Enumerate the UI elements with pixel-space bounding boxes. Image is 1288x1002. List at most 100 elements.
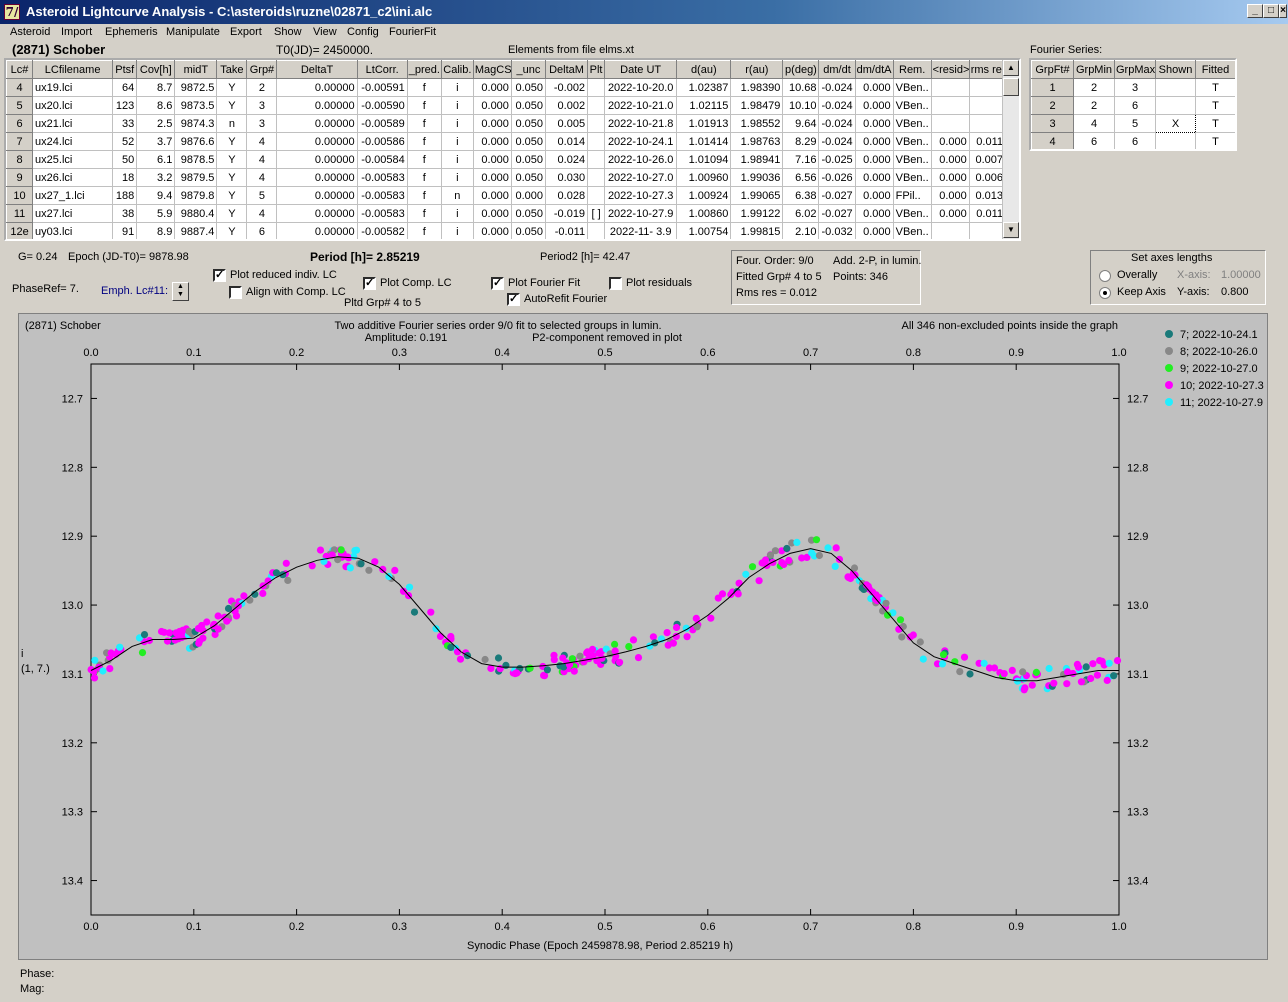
close-button[interactable]: × xyxy=(1279,4,1287,18)
table-cell[interactable]: 1.99065 xyxy=(730,186,784,205)
table-cell[interactable]: 0.006 xyxy=(969,168,1007,187)
table-cell[interactable]: VBen.. xyxy=(893,222,932,239)
table-cell[interactable]: 6.1 xyxy=(136,150,176,169)
table-cell[interactable]: 0.000 xyxy=(855,222,894,239)
table-cell[interactable]: 0.00000 xyxy=(276,78,358,97)
table-cell[interactable]: 3.7 xyxy=(136,132,176,151)
table-cell[interactable]: 33 xyxy=(112,114,138,133)
table-cell[interactable]: 10.68 xyxy=(782,78,820,97)
table-cell[interactable]: 6 xyxy=(1114,132,1156,149)
table-cell[interactable]: 2 xyxy=(246,78,278,97)
autorefit-checkbox[interactable]: ✓ xyxy=(507,293,520,306)
table-cell[interactable]: T xyxy=(1195,78,1235,97)
plot-fourier-checkbox[interactable]: ✓ xyxy=(491,277,504,290)
table-cell[interactable]: 0.000 xyxy=(855,168,894,187)
table-cell[interactable]: 1.98941 xyxy=(730,150,784,169)
column-header[interactable]: LtCorr. xyxy=(356,60,408,79)
table-cell[interactable]: 0.000 xyxy=(855,78,894,97)
table-cell[interactable]: 0.030 xyxy=(545,168,589,187)
table-cell[interactable]: ux25.lci xyxy=(32,150,114,169)
table-cell[interactable]: 0.00000 xyxy=(276,132,358,151)
table-cell[interactable]: [ ] xyxy=(587,204,606,223)
table-cell[interactable]: Y xyxy=(216,132,248,151)
table-cell[interactable]: 3 xyxy=(246,114,278,133)
menu-fourierfit[interactable]: FourierFit xyxy=(389,26,437,38)
table-cell[interactable]: 0.000 xyxy=(931,132,970,151)
table-cell[interactable]: VBen.. xyxy=(893,168,932,187)
lightcurve-table[interactable]: Lc# LCfilename Ptsf Cov[h] midT Take Grp# Delta… xyxy=(4,58,1021,241)
table-cell[interactable]: 1.99122 xyxy=(730,204,784,223)
table-cell[interactable]: 0.000 xyxy=(855,186,894,205)
table-cell[interactable]: f xyxy=(407,132,442,151)
lightcurve-plot[interactable]: (2871) Schober Two additive Fourier seri… xyxy=(18,313,1268,960)
table-cell[interactable]: f xyxy=(407,150,442,169)
table-cell[interactable]: -0.032 xyxy=(818,222,856,239)
column-header[interactable]: DeltaT xyxy=(276,60,358,79)
table-row[interactable]: 5 ux20.lci 123 8.6 9873.5 Y 3 0.00000 -0.00590 f i… xyxy=(6,96,1007,115)
table-cell[interactable]: 8.7 xyxy=(136,78,176,97)
plot-residuals-checkbox[interactable] xyxy=(609,277,622,290)
table-cell[interactable]: 0.00000 xyxy=(276,150,358,169)
row-header[interactable]: 4 xyxy=(6,78,34,97)
table-cell[interactable]: 1.00754 xyxy=(676,222,732,239)
table-cell[interactable]: 50 xyxy=(112,150,138,169)
column-header[interactable]: Plt xyxy=(587,60,606,79)
table-cell[interactable]: 2 xyxy=(1073,78,1115,97)
table-cell[interactable]: 4 xyxy=(246,132,278,151)
table-cell[interactable]: 2022-10-21.0 xyxy=(604,96,678,115)
table-cell[interactable]: 9874.3 xyxy=(174,114,218,133)
row-header[interactable]: 3 xyxy=(1031,114,1074,133)
table-cell[interactable]: 0.050 xyxy=(511,168,546,187)
table-cell[interactable]: Y xyxy=(216,168,248,187)
table-cell[interactable]: 0.000 xyxy=(855,132,894,151)
table-cell[interactable]: Y xyxy=(216,186,248,205)
table-cell[interactable]: ux27.lci xyxy=(32,204,114,223)
column-header[interactable]: dm/dt xyxy=(818,60,856,79)
table-cell[interactable]: 18 xyxy=(112,168,138,187)
table-cell[interactable]: T xyxy=(1195,114,1235,133)
table-cell[interactable]: 4 xyxy=(246,168,278,187)
table-cell[interactable]: VBen.. xyxy=(893,132,932,151)
column-header[interactable]: _pred. xyxy=(406,60,442,79)
table-cell[interactable]: 2022-10-27.9 xyxy=(604,204,678,223)
table-cell[interactable]: Y xyxy=(216,96,248,115)
table-cell[interactable]: 0.00000 xyxy=(276,168,358,187)
table-cell[interactable]: 0.00000 xyxy=(276,96,358,115)
table-cell[interactable] xyxy=(1155,96,1196,115)
column-header[interactable]: GrpMin xyxy=(1073,60,1115,79)
table-cell[interactable]: i xyxy=(441,132,474,151)
table-cell[interactable]: X xyxy=(1155,114,1196,133)
table-cell[interactable]: 5 xyxy=(1114,114,1156,133)
table-cell[interactable]: 0.000 xyxy=(473,78,512,97)
table-row[interactable]: 12e uy03.lci 91 8.9 9887.4 Y 6 0.00000 -0.00582 f… xyxy=(6,222,1007,239)
table-cell[interactable]: 2.10 xyxy=(782,222,820,239)
table-cell[interactable]: T xyxy=(1195,132,1235,149)
table-cell[interactable]: 0.000 xyxy=(931,186,970,205)
table-cell[interactable] xyxy=(587,150,606,169)
column-header[interactable]: Lc# xyxy=(6,60,34,79)
table-cell[interactable]: Y xyxy=(216,150,248,169)
table-cell[interactable]: 1.00860 xyxy=(676,204,732,223)
table-cell[interactable]: Y xyxy=(216,222,248,239)
plot-reduced-checkbox[interactable]: ✓ xyxy=(213,269,226,282)
menu-view[interactable]: View xyxy=(313,26,337,38)
table-cell[interactable]: 9872.5 xyxy=(174,78,218,97)
menu-import[interactable]: Import xyxy=(61,26,93,38)
column-header[interactable]: Rem. xyxy=(892,60,932,79)
column-header[interactable]: Shown xyxy=(1155,60,1196,79)
table-cell[interactable]: f xyxy=(407,186,442,205)
column-header[interactable]: d(au) xyxy=(676,60,732,79)
column-header[interactable]: <resid> xyxy=(930,60,970,79)
table-cell[interactable]: f xyxy=(407,78,442,97)
table-cell[interactable]: 0.000 xyxy=(855,96,894,115)
table-cell[interactable]: 0.005 xyxy=(545,114,589,133)
plot-canvas[interactable]: (2871) Schober Two additive Fourier seri… xyxy=(19,314,1269,961)
table-cell[interactable]: 6.38 xyxy=(782,186,820,205)
menu-asteroid[interactable]: Asteroid xyxy=(10,26,51,38)
table-cell[interactable]: -0.024 xyxy=(818,132,856,151)
table-cell[interactable]: f xyxy=(407,204,442,223)
row-header[interactable]: 9 xyxy=(6,168,34,187)
table-cell[interactable]: 9878.5 xyxy=(174,150,218,169)
